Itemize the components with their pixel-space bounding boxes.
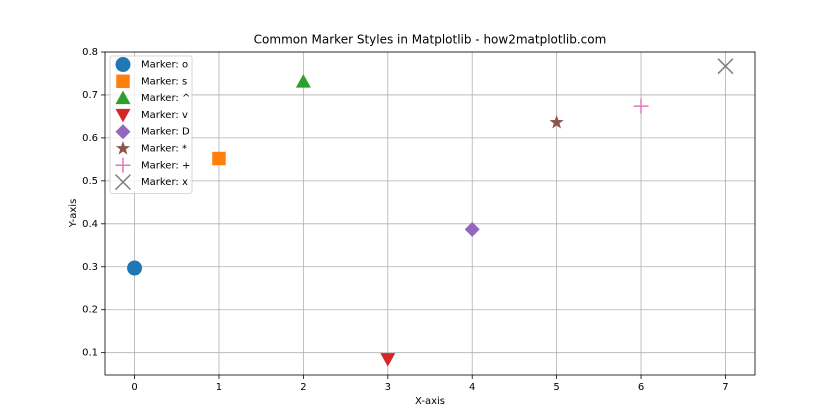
x-tick-label: 2: [300, 382, 306, 393]
legend-label: Marker: o: [141, 60, 188, 71]
x-tick-label: 5: [553, 382, 559, 393]
legend-label: Marker: D: [141, 127, 190, 138]
legend-label: Marker: +: [141, 160, 190, 171]
legend-frame: [109, 55, 193, 194]
y-tick-label: 0.1: [82, 348, 98, 359]
scatter-point: [127, 260, 143, 276]
plot-frame: [104, 51, 756, 376]
y-tick-label: 0.3: [82, 262, 98, 273]
y-axis-label: Y-axis: [68, 199, 79, 229]
y-tick-label: 0.7: [82, 90, 98, 101]
x-tick-label: 7: [722, 382, 728, 393]
legend-marker: [116, 74, 130, 89]
chart-title: Common Marker Styles in Matplotlib - how…: [254, 33, 607, 47]
legend-marker: [115, 57, 131, 72]
scatter-point: [295, 74, 311, 88]
scatter-point: [633, 98, 649, 114]
y-tick-label: 0.2: [82, 305, 98, 316]
x-tick-label: 6: [638, 382, 644, 393]
legend-marker: [115, 141, 131, 155]
x-tick-label: 4: [469, 382, 475, 393]
y-tick-label: 0.8: [82, 47, 98, 58]
legend-marker: [115, 108, 131, 123]
legend-label: Marker: x: [141, 177, 188, 188]
y-tick-label: 0.4: [82, 219, 98, 230]
scatter-point: [380, 353, 396, 367]
legend-label: Marker: *: [141, 144, 187, 155]
legend-marker: [115, 90, 131, 105]
legend-label: Marker: s: [141, 76, 187, 87]
legend-marker: [115, 124, 131, 140]
legend-marker: [114, 174, 132, 191]
x-tick-label: 1: [216, 382, 222, 393]
x-tick-label: 3: [385, 382, 391, 393]
y-tick-label: 0.6: [82, 133, 98, 144]
scatter-point: [212, 151, 226, 166]
scatter-point: [717, 58, 734, 75]
x-tick-label: 0: [131, 382, 137, 393]
legend-label: Marker: ^: [141, 93, 190, 104]
x-axis-label: X-axis: [415, 396, 445, 407]
y-tick-label: 0.5: [82, 176, 98, 187]
legend-marker: [115, 157, 131, 173]
scatter-point: [549, 114, 564, 129]
scatter-point: [464, 221, 480, 237]
legend-label: Marker: v: [141, 110, 188, 121]
